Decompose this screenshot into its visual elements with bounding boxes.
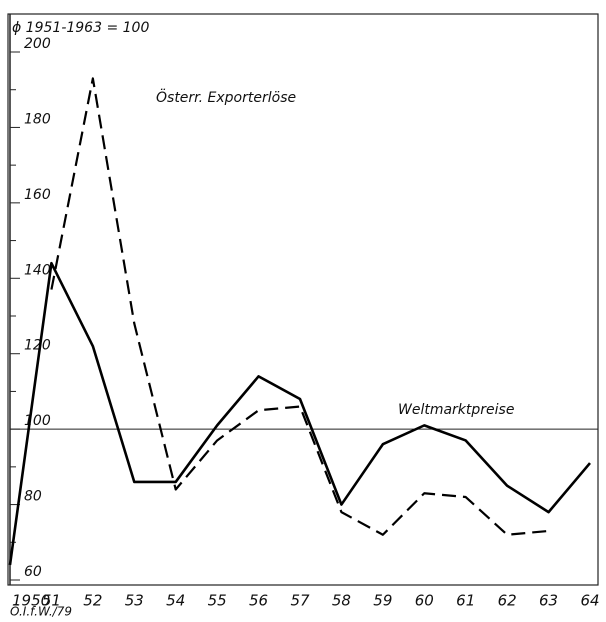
x-tick-label: 54 — [166, 592, 185, 610]
x-tick-label: 60 — [415, 592, 434, 610]
y-tick-label: 60 — [24, 564, 42, 580]
y-tick-label: 120 — [24, 338, 51, 354]
x-tick-label: 58 — [332, 592, 351, 610]
y-tick-label: 140 — [24, 262, 51, 278]
y-tick-label: 80 — [24, 489, 42, 505]
x-tick-label: 56 — [249, 592, 268, 610]
y-tick-label: 200 — [24, 36, 51, 52]
series-line — [8, 261, 591, 566]
y-tick-label: 180 — [24, 111, 51, 127]
x-tick-label: 51 — [42, 592, 61, 610]
y-tick-label: 160 — [24, 187, 51, 203]
x-tick-label: 64 — [580, 592, 599, 610]
source: Ö.I.f.W./79 — [10, 603, 72, 619]
series-line — [50, 77, 549, 536]
x-tick-label: 63 — [539, 592, 558, 610]
series-label: Österr. Exporterlöse — [156, 88, 296, 106]
x-tick-label: 52 — [83, 592, 102, 610]
x-tick-label: 57 — [290, 592, 310, 610]
x-tick-label: 62 — [498, 592, 517, 610]
chart-title: ϕ 1951-1963 = 100 — [12, 20, 149, 36]
x-tick-label: 55 — [208, 592, 227, 610]
x-tick-label: 53 — [125, 592, 144, 610]
x-tick-label: 1950 — [12, 592, 50, 610]
series-label: Weltmarktpreise — [398, 402, 514, 418]
x-tick-label: 59 — [373, 592, 392, 610]
x-tick-label: 61 — [456, 592, 475, 610]
plot-frame — [7, 13, 599, 586]
